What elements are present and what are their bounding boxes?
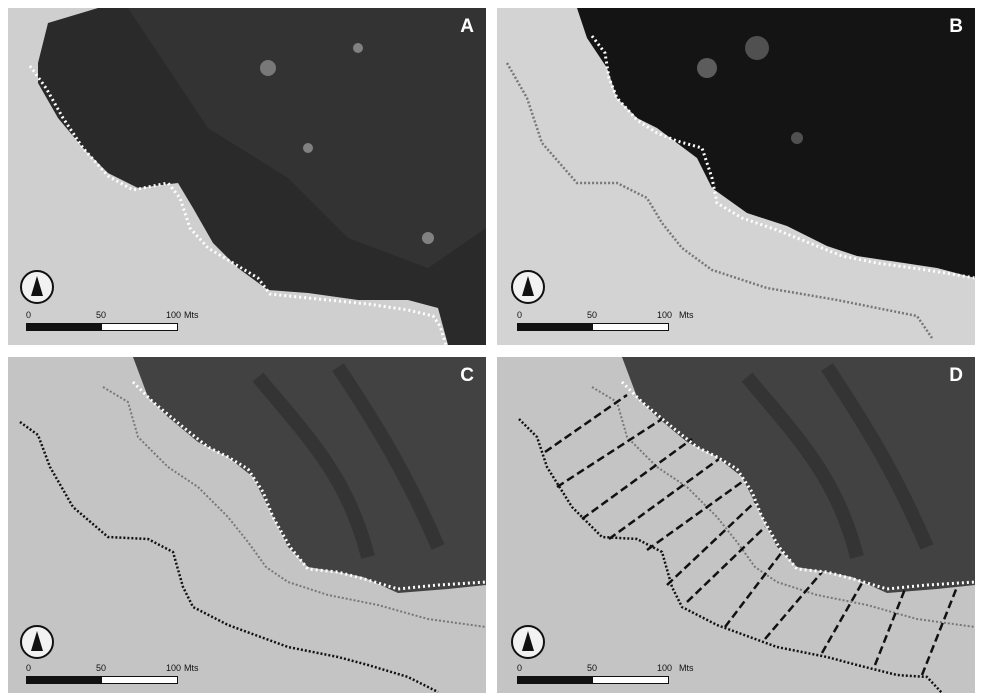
- panel-label: A: [460, 16, 474, 37]
- aerial-image-c: [8, 357, 486, 693]
- scale-tick-100: 100: [166, 310, 182, 320]
- scale-tick-50: 50: [96, 310, 107, 320]
- scale-tick-0: 0: [26, 663, 32, 673]
- panel-a: A 0 50 100 Mts: [8, 8, 486, 345]
- scale-bar-graphic: [517, 323, 669, 331]
- scale-tick-50: 50: [96, 663, 107, 673]
- trace-line-black-c: [19, 420, 439, 693]
- panel-label: D: [949, 365, 963, 386]
- aerial-image-b: [497, 8, 975, 345]
- scale-tick-100: 100: [657, 310, 673, 320]
- scale-tick-100: 100: [166, 663, 182, 673]
- panel-c: C 0 50 100 Mts: [8, 357, 486, 693]
- scale-unit: Mts: [679, 310, 694, 320]
- scale-bar-graphic: [26, 676, 178, 684]
- transect-lines: [544, 393, 959, 676]
- north-arrow-icon: [20, 270, 54, 304]
- panel-d: D 0 50 100 Mts: [497, 357, 975, 693]
- scale-bar: 0 50 100 Mts: [517, 310, 707, 340]
- scale-unit: Mts: [184, 310, 199, 320]
- boundary-line-b: [590, 35, 975, 280]
- panel-b: B 0 50 100 Mts: [497, 8, 975, 345]
- scale-tick-50: 50: [587, 663, 598, 673]
- scale-tick-0: 0: [517, 663, 523, 673]
- north-arrow-icon: [511, 270, 545, 304]
- trace-line-grey-b: [505, 62, 934, 339]
- aerial-image-d: [497, 357, 975, 693]
- scale-bar: 0 50 100 Mts: [26, 663, 216, 693]
- north-arrow-icon: [20, 625, 54, 659]
- scale-bar-graphic: [26, 323, 178, 331]
- scale-unit: Mts: [184, 663, 199, 673]
- panel-label: B: [949, 16, 963, 37]
- trace-line-black-d: [518, 418, 943, 693]
- scale-bar: 0 50 100 Mts: [26, 310, 216, 340]
- scale-tick-0: 0: [26, 310, 32, 320]
- panel-label: C: [460, 365, 474, 386]
- north-arrow-icon: [511, 625, 545, 659]
- scale-bar: 0 50 100 Mts: [517, 663, 707, 693]
- scale-tick-50: 50: [587, 310, 598, 320]
- scale-tick-100: 100: [657, 663, 673, 673]
- aerial-image-a: [8, 8, 486, 345]
- scale-bar-graphic: [517, 676, 669, 684]
- trace-line-grey-c: [102, 386, 486, 628]
- scale-unit: Mts: [679, 663, 694, 673]
- scale-tick-0: 0: [517, 310, 523, 320]
- trace-line-grey-d: [591, 386, 975, 628]
